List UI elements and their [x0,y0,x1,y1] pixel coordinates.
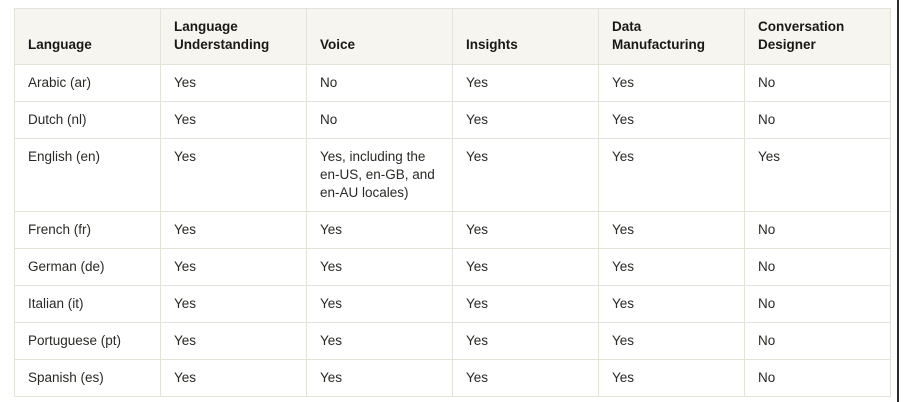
language-cell: English (en) [14,138,161,212]
table-row: Portuguese (pt) Yes Yes Yes Yes No [14,322,891,360]
support-cell: Yes [452,101,599,139]
support-cell: Yes [598,248,745,286]
support-cell: Yes [306,211,453,249]
table-row: Dutch (nl) Yes No Yes Yes No [14,101,891,139]
support-cell: No [744,359,891,397]
support-cell: Yes [160,359,307,397]
page-edge-line [897,0,899,402]
support-cell: No [306,64,453,102]
support-cell: Yes [452,285,599,323]
table-row: Arabic (ar) Yes No Yes Yes No [14,64,891,102]
support-cell: Yes [160,138,307,212]
support-cell: Yes, including the en-US, en-GB, and en-… [306,138,453,212]
column-header: Data Manufacturing [598,8,745,65]
language-cell: German (de) [14,248,161,286]
support-cell: Yes [306,359,453,397]
support-cell: Yes [452,138,599,212]
language-cell: Italian (it) [14,285,161,323]
table-row: English (en) Yes Yes, including the en-US,… [14,138,891,212]
support-cell: Yes [160,322,307,360]
support-cell: Yes [160,211,307,249]
table-header: Language Language Understanding Voice Insig… [14,8,891,65]
support-cell: Yes [598,101,745,139]
support-cell: Yes [452,359,599,397]
support-cell: Yes [160,285,307,323]
support-cell: Yes [598,285,745,323]
language-cell: Portuguese (pt) [14,322,161,360]
support-cell: Yes [452,248,599,286]
support-cell: Yes [452,64,599,102]
support-cell: Yes [452,211,599,249]
support-cell: Yes [598,322,745,360]
support-cell: No [744,64,891,102]
support-cell: No [744,285,891,323]
support-cell: Yes [598,359,745,397]
support-cell: Yes [160,248,307,286]
column-header: Language [14,8,161,65]
support-cell: No [744,248,891,286]
support-cell: No [306,101,453,139]
table-body: Arabic (ar) Yes No Yes Yes No Dutch (nl) Yes No Y… [14,64,891,397]
table-row: Spanish (es) Yes Yes Yes Yes No [14,359,891,397]
support-cell: Yes [160,101,307,139]
column-header: Insights [452,8,599,65]
column-header: Conversation Designer [744,8,891,65]
language-cell: Arabic (ar) [14,64,161,102]
support-cell: Yes [598,138,745,212]
table-row: German (de) Yes Yes Yes Yes No [14,248,891,286]
table-row: Italian (it) Yes Yes Yes Yes No [14,285,891,323]
column-header: Language Understanding [160,8,307,65]
support-cell: No [744,101,891,139]
support-cell: Yes [598,64,745,102]
language-support-table: Language Language Understanding Voice Insig… [14,8,891,397]
support-cell: No [744,322,891,360]
support-cell: Yes [452,322,599,360]
support-cell: Yes [306,285,453,323]
support-cell: Yes [744,138,891,212]
language-cell: French (fr) [14,211,161,249]
support-cell: No [744,211,891,249]
table-row: French (fr) Yes Yes Yes Yes No [14,211,891,249]
language-cell: Dutch (nl) [14,101,161,139]
table-header-row: Language Language Understanding Voice Insig… [14,8,891,65]
column-header: Voice [306,8,453,65]
support-cell: Yes [306,248,453,286]
support-cell: Yes [306,322,453,360]
language-cell: Spanish (es) [14,359,161,397]
support-cell: Yes [160,64,307,102]
support-cell: Yes [598,211,745,249]
